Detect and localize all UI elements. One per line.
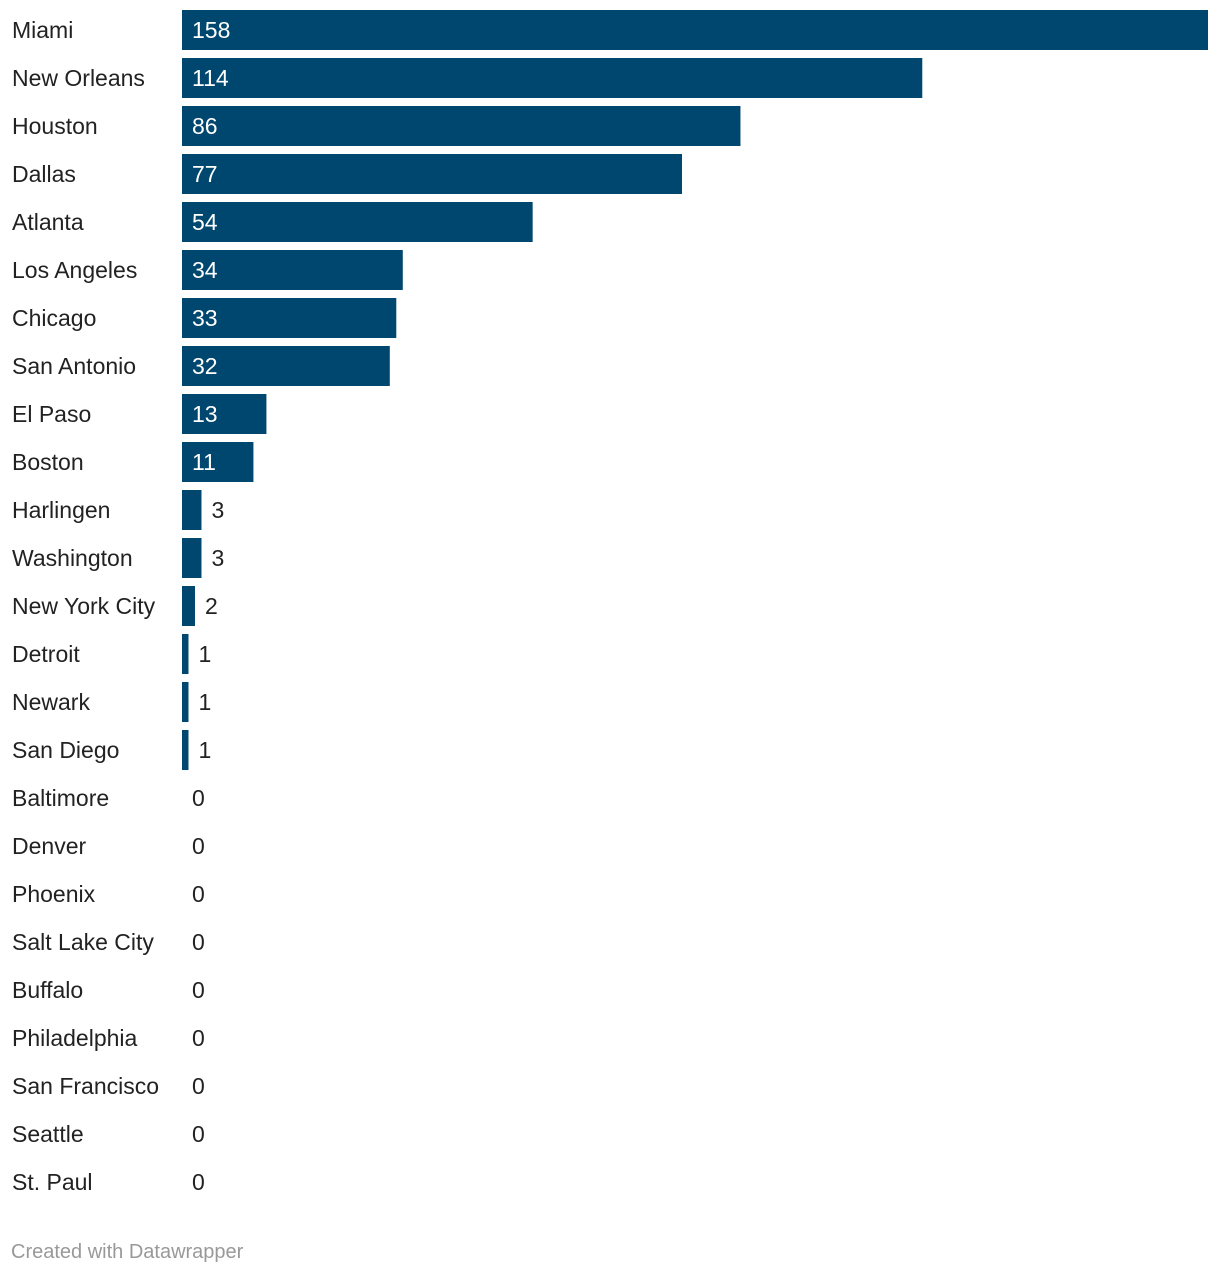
value-label: 3	[211, 545, 224, 571]
category-label: Washington	[12, 545, 133, 571]
bar	[182, 154, 683, 194]
value-label: 2	[205, 593, 218, 619]
category-label: San Antonio	[12, 353, 136, 379]
category-label: St. Paul	[12, 1169, 93, 1195]
category-label: Harlingen	[12, 497, 110, 523]
category-label: New York City	[12, 593, 156, 619]
bar	[182, 10, 1208, 50]
value-label: 158	[192, 17, 230, 43]
bar	[182, 442, 254, 482]
value-label: 0	[192, 1121, 205, 1147]
value-label: 0	[192, 1169, 205, 1195]
category-label: El Paso	[12, 401, 91, 427]
value-label: 0	[192, 881, 205, 907]
category-label: Salt Lake City	[12, 929, 154, 955]
bar-chart: Miami 158 New Orleans 114 Houston 86 Dallas 77 A…	[12, 10, 1208, 1195]
bar	[182, 202, 533, 242]
bar	[182, 634, 189, 674]
category-label: Miami	[12, 17, 73, 43]
category-label: Phoenix	[12, 881, 96, 907]
category-label: Buffalo	[12, 977, 83, 1003]
bar	[182, 58, 923, 98]
bar	[182, 730, 189, 770]
value-label: 1	[198, 737, 211, 763]
category-label: New Orleans	[12, 65, 145, 91]
value-label: 0	[192, 833, 205, 859]
value-label: 0	[192, 977, 205, 1003]
category-label: Dallas	[12, 161, 76, 187]
value-label: 0	[192, 1073, 205, 1099]
category-label: Atlanta	[12, 209, 84, 235]
value-label: 0	[192, 929, 205, 955]
value-label: 13	[192, 401, 218, 427]
category-label: Detroit	[12, 641, 80, 667]
category-label: Boston	[12, 449, 84, 475]
value-label: 54	[192, 209, 218, 235]
value-label: 0	[192, 1025, 205, 1051]
bar	[182, 250, 403, 290]
category-label: San Francisco	[12, 1073, 159, 1099]
bar	[182, 586, 195, 626]
category-label: Denver	[12, 833, 86, 859]
category-label: Philadelphia	[12, 1025, 138, 1051]
value-label: 34	[192, 257, 218, 283]
bar	[182, 298, 397, 338]
category-label: Los Angeles	[12, 257, 137, 283]
category-label: Chicago	[12, 305, 96, 331]
bar	[182, 394, 267, 434]
value-label: 3	[211, 497, 224, 523]
value-label: 0	[192, 785, 205, 811]
bar	[182, 346, 390, 386]
category-label: San Diego	[12, 737, 119, 763]
credit-text: Created with Datawrapper	[11, 1241, 244, 1263]
value-label: 114	[192, 65, 229, 91]
value-label: 32	[192, 353, 218, 379]
value-label: 77	[192, 161, 218, 187]
value-label: 86	[192, 113, 218, 139]
value-label: 33	[192, 305, 218, 331]
bar	[182, 106, 741, 146]
value-label: 1	[198, 689, 211, 715]
bar	[182, 538, 202, 578]
category-label: Baltimore	[12, 785, 109, 811]
value-label: 1	[198, 641, 211, 667]
value-label: 11	[192, 449, 216, 475]
category-label: Newark	[12, 689, 90, 715]
bar	[182, 682, 189, 722]
bar	[182, 490, 202, 530]
category-label: Houston	[12, 113, 98, 139]
category-label: Seattle	[12, 1121, 84, 1147]
